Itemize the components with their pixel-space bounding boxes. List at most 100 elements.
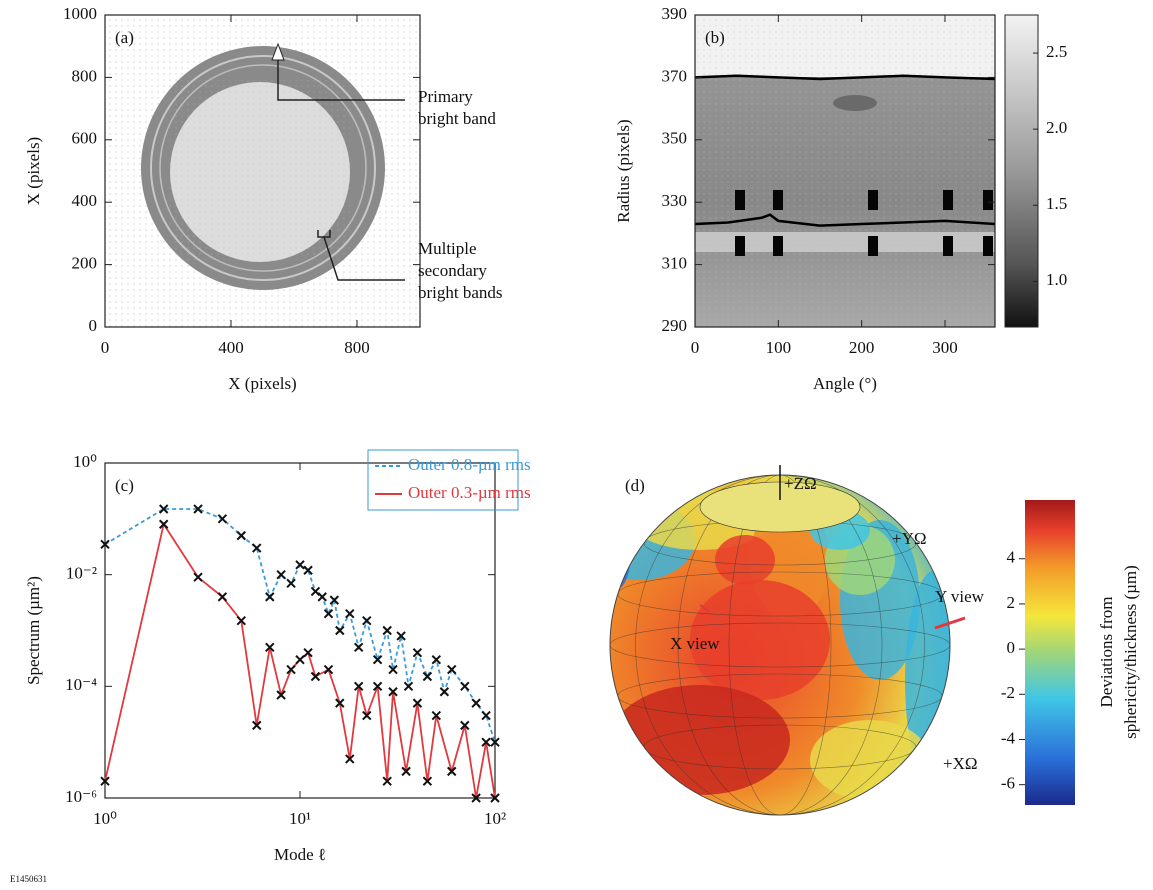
colorbar-tick-label: 4 — [1007, 548, 1016, 567]
data-marker — [265, 592, 275, 602]
annotation: bright band — [418, 109, 496, 128]
data-marker — [335, 625, 345, 636]
data-marker — [295, 654, 305, 665]
heatmap-spot — [773, 236, 783, 256]
x-axis-label: X (pixels) — [228, 374, 296, 393]
data-marker — [236, 530, 247, 541]
data-marker — [286, 578, 296, 589]
x-tick-label: 800 — [344, 338, 370, 357]
y-axis-label: Spectrum (µm²) — [24, 576, 43, 685]
bright-band — [159, 64, 367, 272]
data-marker — [286, 664, 296, 675]
data-marker — [447, 664, 457, 675]
data-marker — [323, 664, 334, 675]
data-marker — [490, 737, 500, 747]
x-tick-label: 0 — [101, 338, 110, 357]
data-marker — [471, 698, 481, 708]
colorbar-tick-label: 2.0 — [1046, 118, 1067, 137]
deviation-blob — [610, 685, 790, 795]
data-marker — [303, 565, 313, 575]
data-marker — [481, 710, 491, 721]
data-marker — [252, 720, 262, 731]
heatmap-spot — [868, 236, 878, 256]
legend-box — [367, 449, 519, 511]
data-marker — [388, 687, 398, 697]
deviation-blob — [715, 535, 775, 585]
x-view-marker — [699, 604, 711, 613]
y-tick-label: 350 — [662, 129, 688, 148]
data-marker — [276, 690, 286, 700]
y-tick-label: 290 — [662, 316, 688, 335]
edge-line — [694, 213, 996, 227]
colorbar-tick-label: -2 — [1001, 683, 1015, 702]
panel-label: (d) — [625, 476, 645, 495]
meridian-line — [728, 475, 832, 815]
data-marker — [329, 595, 340, 605]
y-tick-label: 370 — [662, 66, 688, 85]
x-tick-label: 400 — [218, 338, 244, 357]
heatmap-spot — [943, 190, 953, 210]
figure-id: E1450631 — [10, 874, 47, 884]
annotation: bright bands — [418, 283, 503, 302]
data-marker — [217, 514, 228, 524]
data-marker — [353, 642, 364, 653]
data-marker — [265, 642, 275, 653]
data-marker — [276, 569, 286, 580]
latitude-line — [610, 622, 950, 668]
bright-band — [150, 55, 376, 281]
annotation-arrow — [277, 52, 405, 101]
data-marker — [471, 793, 481, 803]
y-view-marker — [934, 616, 966, 630]
data-marker — [490, 793, 500, 803]
panel-label: (b) — [705, 28, 725, 47]
x-tick-label: 10⁰ — [93, 809, 117, 828]
annotation: +ZΩ — [784, 474, 817, 493]
legend-label: Outer 0.3-µm rms — [408, 483, 531, 502]
annotation: Y view — [935, 587, 985, 606]
heatmap-band — [695, 232, 995, 252]
panel-label: (a) — [115, 28, 134, 47]
deviation-blob — [610, 530, 630, 590]
colorbar — [1025, 500, 1075, 805]
x-tick-label: 10¹ — [289, 809, 311, 828]
y-tick-label: 10⁰ — [73, 452, 97, 471]
meridian-line — [635, 475, 925, 815]
annotation: +XΩ — [943, 754, 978, 773]
y-tick-label: 310 — [662, 254, 688, 273]
data-marker — [372, 654, 383, 665]
data-marker — [353, 681, 364, 692]
annotation-arrowhead — [271, 42, 285, 61]
data-marker — [481, 737, 491, 747]
colorbar-tick-label: 1.5 — [1046, 194, 1067, 213]
data-marker — [193, 572, 203, 582]
x-axis-label: Angle (°) — [813, 374, 877, 393]
data-marker — [372, 681, 383, 692]
data-marker — [460, 720, 470, 731]
data-marker — [412, 698, 423, 708]
x-axis-label: Mode ℓ — [274, 845, 326, 864]
legend-label: Outer 0.8-µm rms — [408, 455, 531, 474]
edge-line — [694, 74, 996, 81]
data-marker — [100, 776, 110, 786]
data-marker — [158, 504, 169, 514]
annotation: +YΩ — [892, 529, 927, 548]
deviation-blob — [690, 580, 830, 700]
image-texture — [170, 80, 350, 260]
y-tick-label: 800 — [72, 66, 98, 85]
y-axis-label: Radius (pixels) — [614, 119, 633, 222]
x-tick-label: 0 — [691, 338, 700, 357]
heatmap-spot — [868, 190, 878, 210]
colorbar-tick-label: 0 — [1007, 638, 1016, 657]
series-line — [104, 508, 496, 743]
y-axis-label: X (pixels) — [24, 137, 43, 205]
colorbar-tick-label: 1.0 — [1046, 270, 1067, 289]
heatmap-spot — [833, 95, 877, 111]
data-marker — [317, 592, 327, 602]
annotation: Multiple — [418, 239, 477, 258]
heatmap-spot — [943, 236, 953, 256]
heatmap-texture — [695, 15, 995, 327]
annotation-bracket — [317, 230, 405, 281]
data-marker — [158, 519, 169, 529]
heatmap-spot — [773, 190, 783, 210]
